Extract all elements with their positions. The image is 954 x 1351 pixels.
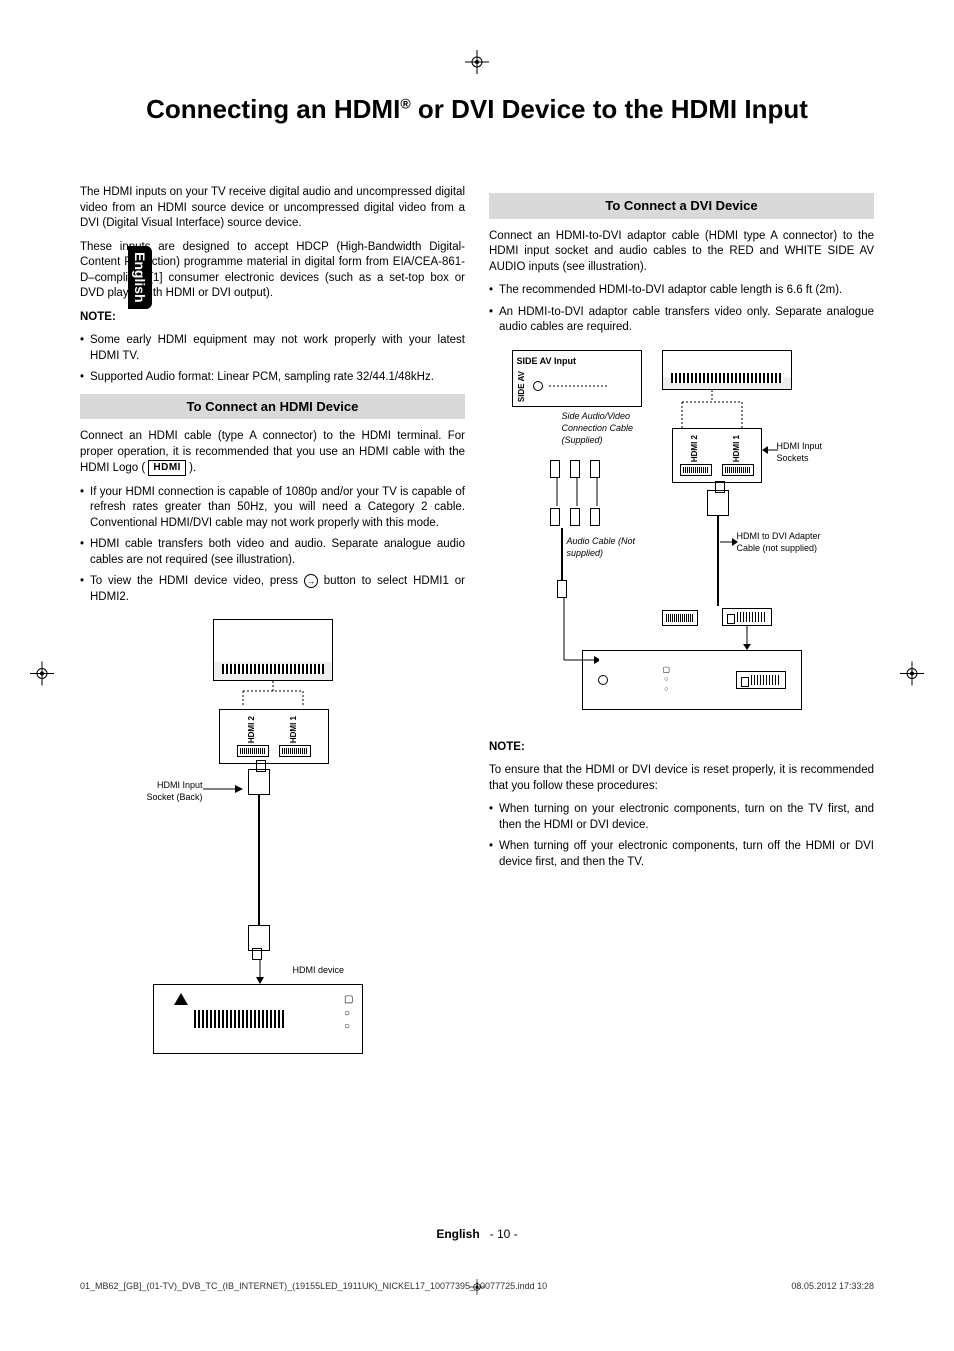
right-b2: •An HDMI-to-DVI adaptor cable transfers … [489, 305, 874, 336]
hdmi1-port-icon-r [722, 464, 754, 476]
cable-audio-line [561, 528, 563, 580]
note-bullet-2-text: Supported Audio format: Linear PCM, samp… [90, 370, 465, 386]
hdmi-connector-icon [662, 610, 698, 626]
rca-plugs-bottom [550, 508, 600, 526]
jack-icon [598, 675, 608, 685]
audio-cable-label: Audio Cable (Not supplied) [567, 535, 647, 559]
hdmi-plug-icon [248, 769, 270, 795]
left-b3a: To view the HDMI device video, press [90, 575, 304, 587]
right-b1-text: The recommended HDMI-to-DVI adaptor cabl… [499, 283, 874, 299]
cable-line [258, 795, 260, 925]
note-heading: NOTE: [80, 310, 465, 326]
rca-plugs [550, 460, 600, 478]
hdmi-panel: HDMI 2 HDMI 1 [219, 709, 329, 764]
left-b3-text: To view the HDMI device video, press → b… [90, 574, 465, 605]
title-pre: Connecting an HDMI [146, 94, 400, 124]
rca-plug-icon [550, 508, 560, 526]
hdmi-plug-bottom-icon [248, 925, 270, 951]
note-bullet-1: •Some early HDMI equipment may not work … [80, 333, 465, 364]
hdmi2-port-icon-r [680, 464, 712, 476]
rca-plug-single-icon [557, 580, 567, 598]
note2-b2-text: When turning off your electronic compone… [499, 839, 874, 870]
title-reg: ® [400, 95, 410, 111]
tv-back-illustration [213, 619, 333, 681]
left-p1a: Connect an HDMI cable (type A connector)… [80, 430, 465, 474]
right-b1: •The recommended HDMI-to-DVI adaptor cab… [489, 283, 874, 299]
rca-plug-icon [590, 460, 600, 478]
left-b3: • To view the HDMI device video, press →… [80, 574, 465, 605]
intro-1: The HDMI inputs on your TV receive digit… [80, 185, 465, 232]
registration-mark-top [80, 50, 874, 74]
side-av-vert-label: SIDE AV [517, 371, 528, 402]
hdmi2-port-icon [237, 745, 269, 757]
side-av-title: SIDE AV Input [517, 355, 637, 367]
note-bullet-2: •Supported Audio format: Linear PCM, sam… [80, 370, 465, 386]
page-footer: English - 10 - [0, 1227, 954, 1241]
jack-icon [533, 381, 543, 391]
registration-mark-bottom [469, 1279, 485, 1297]
note-intro: To ensure that the HDMI or DVI device is… [489, 763, 874, 794]
note2-b1-text: When turning on your electronic componen… [499, 802, 874, 833]
left-column: The HDMI inputs on your TV receive digit… [80, 185, 465, 1079]
language-tab: English [128, 246, 152, 309]
rca-plug-icon [570, 460, 580, 478]
hdmi1-port-icon [279, 745, 311, 757]
left-b2: •HDMI cable transfers both video and aud… [80, 537, 465, 568]
page-title: Connecting an HDMI® or DVI Device to the… [80, 94, 874, 125]
rca-plug-icon [550, 460, 560, 478]
label-hdmi2-r: HDMI 2 [690, 435, 701, 462]
label-hdmi1-r: HDMI 1 [732, 435, 743, 462]
title-post: or DVI Device to the HDMI Input [411, 94, 808, 124]
left-b1: •If your HDMI connection is capable of 1… [80, 485, 465, 532]
rca-plug-icon [590, 508, 600, 526]
hdmi-plug-r-icon [707, 490, 729, 516]
left-b1-text: If your HDMI connection is capable of 10… [90, 485, 465, 532]
right-column: To Connect a DVI Device Connect an HDMI-… [489, 185, 874, 1079]
tv-back-illustration-2 [662, 350, 792, 390]
cable-line-r [717, 516, 719, 606]
right-b2-text: An HDMI-to-DVI adaptor cable transfers v… [499, 305, 874, 336]
dvi-connector-icon [722, 608, 772, 626]
note2-b2: •When turning off your electronic compon… [489, 839, 874, 870]
label-hdmi1: HDMI 1 [289, 716, 300, 743]
hdmi-sockets-label: HDMI Input Sockets [777, 440, 837, 464]
print-metadata: 01_MB62_[GB]_(01-TV)_DVB_TC_(IB_INTERNET… [80, 1281, 874, 1291]
adapter-label: HDMI to DVI Adapter Cable (not supplied) [737, 530, 827, 554]
rca-plug-icon [570, 508, 580, 526]
device-label: HDMI device [293, 964, 345, 976]
left-b2-text: HDMI cable transfers both video and audi… [90, 537, 465, 568]
dvi-port-icon [736, 671, 786, 689]
source-button-icon: → [304, 574, 318, 588]
figure-dvi: SIDE AV Input SIDE AV Side Audio/Video C… [489, 350, 874, 730]
note-heading-2: NOTE: [489, 740, 874, 756]
note2-b1: •When turning on your electronic compone… [489, 802, 874, 833]
section-head-dvi: To Connect a DVI Device [489, 193, 874, 219]
footer-lang: English [436, 1227, 479, 1241]
note-bullet-1-text: Some early HDMI equipment may not work p… [90, 333, 465, 364]
section-head-hdmi: To Connect an HDMI Device [80, 394, 465, 420]
left-p1b: ). [189, 462, 196, 474]
hdmi-panel-2: HDMI 2 HDMI 1 [672, 428, 762, 483]
hdmi-logo-icon: HDMI [148, 460, 186, 476]
registration-mark-right [900, 661, 924, 690]
dvi-device-illustration: ▢○○ [582, 650, 802, 710]
right-p1: Connect an HDMI-to-DVI adaptor cable (HD… [489, 229, 874, 276]
figure-hdmi: HDMI 2 HDMI 1 HDMI Input Socket (Back) [80, 619, 465, 1079]
hdmi-device-illustration: ▢○○ [153, 984, 363, 1054]
footer-page: - 10 - [490, 1227, 518, 1241]
left-p1: Connect an HDMI cable (type A connector)… [80, 429, 465, 476]
socket-label: HDMI Input Socket (Back) [143, 779, 203, 803]
print-date: 08.05.2012 17:33:28 [791, 1281, 874, 1291]
side-cable-label: Side Audio/Video Connection Cable (Suppl… [562, 410, 662, 446]
label-hdmi2: HDMI 2 [247, 716, 258, 743]
registration-mark-left [30, 661, 54, 690]
side-av-box: SIDE AV Input SIDE AV [512, 350, 642, 407]
